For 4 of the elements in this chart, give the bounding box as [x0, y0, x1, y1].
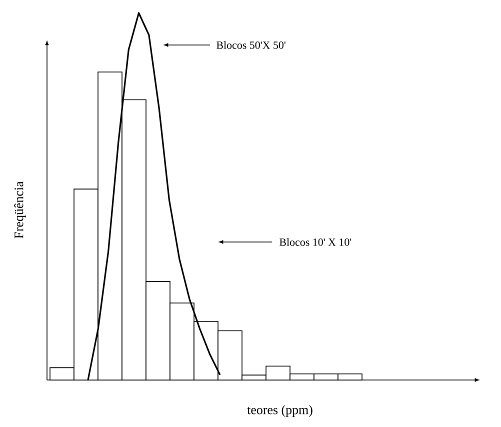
annotation: Blocos 50'X 50' [216, 41, 286, 49]
annotation: Blocos 10' X 10' [280, 238, 352, 246]
y-axis-title: Freqüência [14, 181, 26, 238]
x-axis-title: teores (ppm) [247, 405, 312, 417]
